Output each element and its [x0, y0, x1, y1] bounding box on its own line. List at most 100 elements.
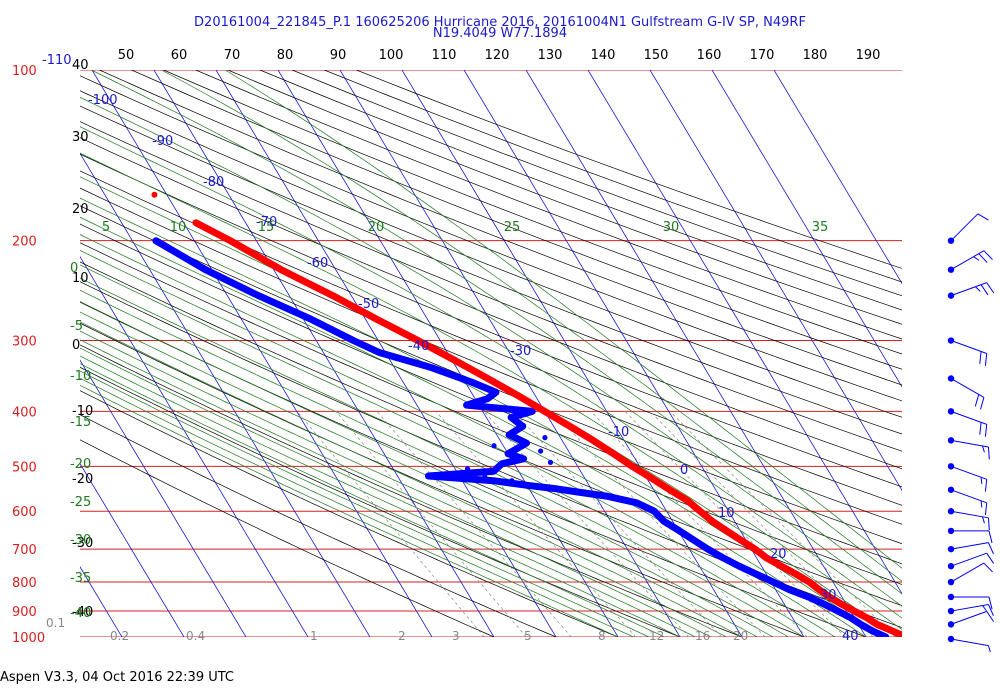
mixing-ratio-line — [483, 411, 690, 637]
temperature-profile-point — [728, 530, 735, 538]
software-version-footer: Aspen V3.3, 04 Oct 2016 22:39 UTC — [0, 670, 234, 685]
isotherm-tick-label: 20 — [770, 547, 787, 562]
moist-adiabat — [80, 377, 634, 637]
temperature-profile-point — [473, 369, 480, 376]
dewpoint-profile-point — [447, 471, 454, 478]
dry-adiabat — [194, 70, 902, 340]
dewpoint-scatter-point — [509, 478, 515, 484]
pressure-tick-label: 200 — [12, 235, 37, 250]
temperature-profile-point — [718, 524, 726, 531]
dry-adiabat — [80, 366, 681, 637]
wind-barb-feather — [979, 351, 982, 364]
wind-barb-feather — [986, 611, 995, 622]
mixing-ratio-line — [552, 411, 766, 637]
temperature-profile-point — [778, 562, 785, 570]
isotherm — [91, 70, 433, 637]
dry-adiabat — [98, 70, 902, 386]
wind-barb-feather — [983, 562, 993, 573]
temperature-profile-point — [523, 397, 530, 404]
isotherm-tick-label: -80 — [203, 175, 224, 190]
pressure-tick-label: 300 — [12, 335, 37, 350]
dewpoint-scatter-point — [491, 443, 497, 449]
dewpoint-profile-point — [690, 537, 698, 544]
dewpoint-scatter-point — [547, 459, 554, 465]
dewpoint-profile-point — [492, 388, 500, 396]
wind-barb-station-dot — [947, 607, 955, 615]
dewpoint-profile-point — [714, 551, 722, 559]
temperature-profile-point — [566, 423, 573, 430]
dewpoint-profile-point — [758, 573, 766, 580]
temperature-profile-point — [666, 486, 674, 493]
dewpoint-profile-point — [498, 460, 505, 468]
dewpoint-profile-point — [468, 378, 475, 386]
isotherm-tick-label: 0 — [680, 463, 688, 478]
dewpoint-profile-point — [469, 469, 477, 476]
dewpoint-profile-point — [475, 382, 483, 389]
mixing-ratio-label: 8 — [598, 629, 606, 643]
top-axis-tick-label: 170 — [750, 48, 775, 63]
dewpoint-profile-point — [509, 452, 517, 459]
temperature-profile-point — [494, 380, 501, 388]
dewpoint-profile-point — [470, 399, 477, 407]
dry-adiabat — [80, 105, 902, 435]
temperature-profile-point — [484, 375, 491, 382]
moist-adiabat — [80, 301, 774, 637]
wind-barb-feather — [987, 446, 990, 460]
top-axis-tick-label: 70 — [224, 48, 241, 63]
temperature-profile-point — [622, 458, 630, 466]
dewpoint-profile-point — [680, 530, 688, 538]
dewpoint-profile-point — [515, 453, 522, 461]
wind-barb-feather — [980, 397, 985, 410]
moist-adiabat — [80, 370, 650, 637]
dewpoint-profile-point — [633, 499, 640, 507]
wind-barb-staff — [950, 542, 989, 550]
dry-adiabat — [80, 90, 902, 418]
temperature-profile-point — [792, 571, 800, 578]
isotherm — [711, 70, 902, 388]
temperature-profile-point — [215, 231, 222, 238]
chart-title-line2: N19.4049 W77.1894 — [432, 26, 568, 41]
pressure-tick-label: 500 — [12, 460, 37, 475]
dry-adiabat — [80, 153, 902, 488]
dry-adiabat — [80, 322, 805, 637]
moist-adiabat — [80, 363, 665, 637]
dewpoint-profile-point — [515, 412, 522, 419]
isotherm-tick-label: -110 — [42, 53, 72, 68]
dewpoint-profile-point — [367, 345, 374, 352]
dewpoint-scatter-point — [538, 448, 544, 454]
isotherm-tick-label: 40 — [842, 629, 859, 644]
dewpoint-profile-point — [410, 359, 418, 366]
dewpoint-profile-point — [747, 568, 754, 575]
moist-adiabat-label: 5 — [102, 220, 110, 235]
temperature-profile-point — [641, 471, 649, 478]
dewpoint-profile-point — [704, 545, 712, 553]
wind-barb-feather — [978, 253, 988, 263]
dewpoint-profile-point — [529, 408, 536, 415]
dewpoint-scatter-point — [434, 472, 440, 478]
dewpoint-profile-point — [468, 475, 475, 483]
top-axis-tick-label: 160 — [697, 48, 722, 63]
temperature-profile-point — [747, 542, 754, 550]
dewpoint-scatter-point — [509, 457, 515, 463]
wind-barb-station-dot — [947, 527, 955, 535]
top-axis-tick-label: 110 — [432, 48, 457, 63]
moist-adiabat-label: 20 — [368, 220, 385, 235]
wind-barb-feather — [984, 502, 988, 516]
height-tick-label: 40 — [72, 58, 89, 73]
left-green-label: -25 — [70, 495, 91, 510]
isotherm-tick-label: -30 — [510, 344, 531, 359]
moist-adiabat-label: 10 — [170, 220, 187, 235]
wind-barb-station-dot — [947, 337, 955, 344]
isotherm-tick-label: -100 — [88, 93, 118, 108]
temperature-profile-point — [386, 322, 393, 330]
dry-adiabat — [80, 344, 743, 637]
dewpoint-profile-point — [830, 605, 837, 612]
wind-barb-station-dot — [947, 578, 955, 586]
top-axis-tick-label: 190 — [856, 48, 881, 63]
mixing-ratio-line — [435, 411, 637, 637]
wind-barb-feather — [984, 424, 988, 437]
mixing-ratio-label: 0.1 — [46, 616, 65, 630]
dewpoint-profile-point — [639, 502, 646, 509]
moist-adiabat-label: 30 — [663, 220, 680, 235]
wind-barb-feather — [982, 605, 987, 612]
